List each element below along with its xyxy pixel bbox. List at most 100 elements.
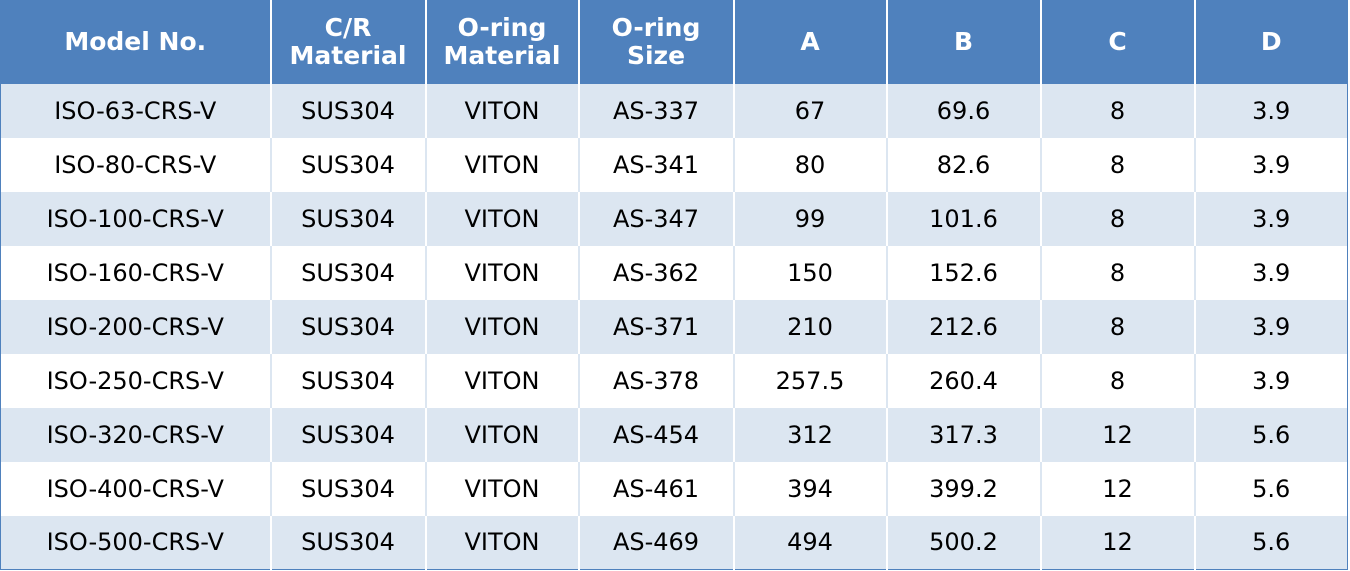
model-no-cell: ISO-160-CRS-V xyxy=(0,245,272,300)
oring-size-cell: AS-469 xyxy=(578,515,735,570)
oring-material-header: O-ring Material xyxy=(425,0,580,84)
oring-material-cell: VITON xyxy=(425,515,580,570)
model-no-cell: ISO-100-CRS-V xyxy=(0,191,272,246)
b-cell: 101.6 xyxy=(886,191,1042,246)
a-cell: 150 xyxy=(733,245,888,300)
model-no-cell: ISO-63-CRS-V xyxy=(0,83,272,138)
oring-material-cell: VITON xyxy=(425,461,580,516)
a-cell: 257.5 xyxy=(733,353,888,408)
model-no-cell: ISO-400-CRS-V xyxy=(0,461,272,516)
c-cell: 12 xyxy=(1040,461,1196,516)
a-cell: 494 xyxy=(733,515,888,570)
cr-material-cell: SUS304 xyxy=(270,353,427,408)
b-cell: 317.3 xyxy=(886,407,1042,462)
c-cell: 12 xyxy=(1040,515,1196,570)
table-row: ISO-200-CRS-V SUS304 VITON AS-371 210 212.6 8 3… xyxy=(0,299,1348,354)
oring-material-cell: VITON xyxy=(425,137,580,192)
b-cell: 212.6 xyxy=(886,299,1042,354)
d-cell: 3.9 xyxy=(1194,191,1348,246)
oring-size-cell: AS-362 xyxy=(578,245,735,300)
cr-material-cell: SUS304 xyxy=(270,515,427,570)
d-cell: 5.6 xyxy=(1194,461,1348,516)
b-cell: 260.4 xyxy=(886,353,1042,408)
oring-material-cell: VITON xyxy=(425,353,580,408)
b-cell: 69.6 xyxy=(886,83,1042,138)
cr-material-cell: SUS304 xyxy=(270,299,427,354)
header-label-line: Model No. xyxy=(64,27,207,57)
d-header: D xyxy=(1194,0,1348,84)
d-cell: 3.9 xyxy=(1194,83,1348,138)
header-label-line: O-ring xyxy=(611,13,701,43)
table-row: ISO-160-CRS-V SUS304 VITON AS-362 150 152.6 8 3… xyxy=(0,245,1348,300)
oring-size-cell: AS-371 xyxy=(578,299,735,354)
table-row: ISO-320-CRS-V SUS304 VITON AS-454 312 317.3 12… xyxy=(0,407,1348,462)
c-header: C xyxy=(1040,0,1196,84)
a-cell: 67 xyxy=(733,83,888,138)
model-no-cell: ISO-200-CRS-V xyxy=(0,299,272,354)
d-cell: 3.9 xyxy=(1194,137,1348,192)
b-cell: 500.2 xyxy=(886,515,1042,570)
table-row: ISO-500-CRS-V SUS304 VITON AS-469 494 500.2 12… xyxy=(0,515,1348,570)
b-header: B xyxy=(886,0,1042,84)
d-cell: 3.9 xyxy=(1194,353,1348,408)
oring-material-cell: VITON xyxy=(425,299,580,354)
d-cell: 3.9 xyxy=(1194,299,1348,354)
model-no-cell: ISO-500-CRS-V xyxy=(0,515,272,570)
b-cell: 399.2 xyxy=(886,461,1042,516)
oring-material-cell: VITON xyxy=(425,245,580,300)
c-cell: 8 xyxy=(1040,353,1196,408)
header-label-line: A xyxy=(800,27,820,57)
c-cell: 12 xyxy=(1040,407,1196,462)
c-cell: 8 xyxy=(1040,137,1196,192)
oring-size-cell: AS-347 xyxy=(578,191,735,246)
header-label-line: D xyxy=(1260,27,1282,57)
model-no-cell: ISO-320-CRS-V xyxy=(0,407,272,462)
a-cell: 394 xyxy=(733,461,888,516)
d-cell: 5.6 xyxy=(1194,515,1348,570)
c-cell: 8 xyxy=(1040,83,1196,138)
header-label-line: C/R xyxy=(324,13,372,43)
oring-material-cell: VITON xyxy=(425,191,580,246)
table-row: ISO-100-CRS-V SUS304 VITON AS-347 99 101.6 8 3.… xyxy=(0,191,1348,246)
a-cell: 210 xyxy=(733,299,888,354)
table-row: ISO-250-CRS-V SUS304 VITON AS-378 257.5 260.4… xyxy=(0,353,1348,408)
header-label-line: Size xyxy=(626,41,686,71)
model-no-cell: ISO-80-CRS-V xyxy=(0,137,272,192)
header-label-line: O-ring xyxy=(457,13,547,43)
table-body: ISO-63-CRS-V SUS304 VITON AS-337 67 69.6 8 3.9 I… xyxy=(0,83,1348,570)
table-row: ISO-63-CRS-V SUS304 VITON AS-337 67 69.6 8 3.9 xyxy=(0,83,1348,138)
table-row: ISO-400-CRS-V SUS304 VITON AS-461 394 399.2 12… xyxy=(0,461,1348,516)
oring-size-cell: AS-378 xyxy=(578,353,735,408)
model-no-header: Model No. xyxy=(0,0,272,84)
a-header: A xyxy=(733,0,888,84)
cr-material-cell: SUS304 xyxy=(270,461,427,516)
cr-material-cell: SUS304 xyxy=(270,191,427,246)
cr-material-cell: SUS304 xyxy=(270,83,427,138)
header-label-line: Material xyxy=(289,41,407,71)
header-row: Model No. C/R Material O-ring Material O-ring… xyxy=(0,0,1348,84)
d-cell: 3.9 xyxy=(1194,245,1348,300)
oring-material-cell: VITON xyxy=(425,83,580,138)
header-label-line: C xyxy=(1108,27,1127,57)
header-label-line: B xyxy=(953,27,974,57)
c-cell: 8 xyxy=(1040,245,1196,300)
oring-size-cell: AS-454 xyxy=(578,407,735,462)
b-cell: 152.6 xyxy=(886,245,1042,300)
oring-size-header: O-ring Size xyxy=(578,0,735,84)
cr-material-header: C/R Material xyxy=(270,0,427,84)
oring-material-cell: VITON xyxy=(425,407,580,462)
cr-material-cell: SUS304 xyxy=(270,407,427,462)
d-cell: 5.6 xyxy=(1194,407,1348,462)
a-cell: 80 xyxy=(733,137,888,192)
table-row: ISO-80-CRS-V SUS304 VITON AS-341 80 82.6 8 3.9 xyxy=(0,137,1348,192)
model-no-cell: ISO-250-CRS-V xyxy=(0,353,272,408)
header-label-line: Material xyxy=(443,41,561,71)
cr-material-cell: SUS304 xyxy=(270,245,427,300)
oring-size-cell: AS-341 xyxy=(578,137,735,192)
oring-size-cell: AS-461 xyxy=(578,461,735,516)
c-cell: 8 xyxy=(1040,191,1196,246)
b-cell: 82.6 xyxy=(886,137,1042,192)
a-cell: 312 xyxy=(733,407,888,462)
oring-size-cell: AS-337 xyxy=(578,83,735,138)
